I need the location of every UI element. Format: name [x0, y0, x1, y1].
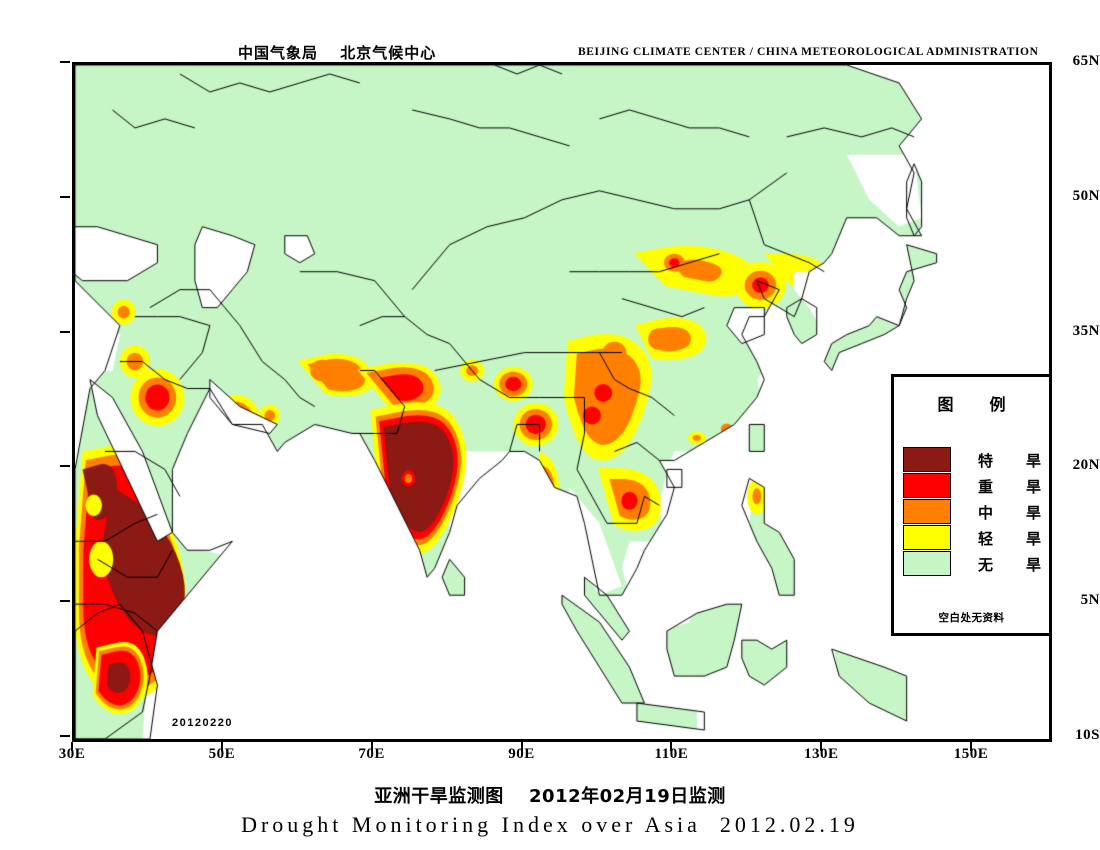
lon-tick-label: 90E	[508, 746, 535, 762]
legend-swatch	[903, 525, 951, 550]
legend-box: 图 例 特 旱重 旱中 旱轻 旱无 旱 空白处无资料	[891, 374, 1052, 636]
legend-label: 重 旱	[978, 478, 1051, 496]
lon-tick-label: 150E	[953, 746, 989, 762]
legend-label: 中 旱	[978, 504, 1051, 522]
lat-tick-label: 10S	[1075, 727, 1100, 743]
lat-tick-label: 65N	[1072, 53, 1100, 69]
lat-tick-label: 5N	[1080, 592, 1100, 609]
lon-tick-mark	[71, 742, 73, 751]
lon-tick-mark	[670, 742, 673, 751]
lat-tick-mark	[60, 61, 70, 63]
lon-tick-mark	[370, 742, 373, 751]
lat-tick-mark	[60, 600, 70, 603]
lat-tick-mark	[60, 195, 70, 198]
legend-row: 特 旱	[903, 447, 1058, 473]
legend-row: 中 旱	[903, 499, 1058, 525]
lon-tick-label: 50E	[208, 746, 236, 762]
footer-title-english: Drought Monitoring Index over Asia 2012.…	[241, 812, 859, 837]
lat-tick-mark	[60, 465, 70, 468]
lon-tick-label: 110E	[654, 746, 689, 762]
legend-row: 无 旱	[903, 551, 1058, 577]
lon-tick-mark	[220, 742, 223, 751]
legend-swatch	[903, 473, 951, 498]
legend-label: 特 旱	[978, 452, 1051, 470]
header-agency-english: BEIJING CLIMATE CENTER / CHINA METEOROLO…	[578, 46, 1039, 58]
header-agency-chinese: 中国气象局 北京气候中心	[238, 44, 437, 62]
legend-label: 轻 旱	[978, 530, 1051, 548]
legend-row: 轻 旱	[903, 525, 1058, 551]
legend-row: 重 旱	[903, 473, 1058, 499]
footer-title-chinese: 亚洲干旱监测图 2012年02月19日监测	[374, 786, 726, 807]
lon-tick-label: 30E	[58, 746, 86, 762]
lon-tick-label: 130E	[803, 746, 839, 762]
map-datestamp: 20120220	[172, 717, 233, 729]
lon-tick-mark	[520, 742, 523, 751]
lat-tick-label: 35N	[1072, 322, 1100, 339]
legend-label: 无 旱	[978, 556, 1051, 574]
legend-swatch	[903, 447, 951, 472]
legend-note: 空白处无资料	[938, 612, 1005, 624]
map-frame	[72, 62, 1052, 742]
lon-tick-label: 70E	[358, 746, 385, 762]
lat-tick-label: 20N	[1072, 457, 1100, 474]
legend-rows: 特 旱重 旱中 旱轻 旱无 旱	[903, 447, 1058, 577]
legend-swatch	[903, 499, 951, 524]
lon-tick-mark	[820, 742, 823, 751]
lat-tick-mark	[60, 735, 70, 737]
drought-map-canvas	[75, 65, 1049, 739]
legend-title: 图 例	[937, 395, 1016, 414]
legend-swatch	[903, 551, 951, 576]
lon-tick-mark	[970, 742, 973, 751]
lat-tick-label: 50N	[1072, 187, 1100, 204]
lat-tick-mark	[60, 330, 70, 333]
